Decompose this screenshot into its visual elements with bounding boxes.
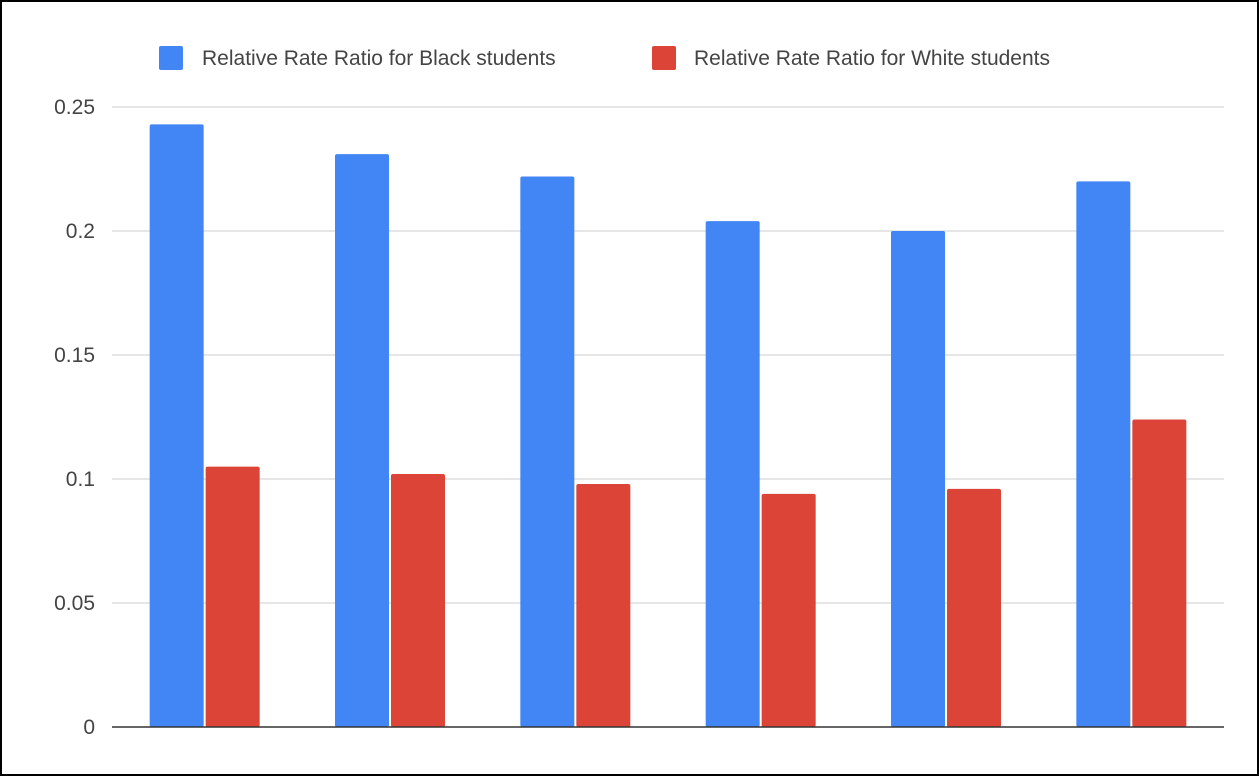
- bar-white-students: [391, 474, 445, 727]
- legend-swatch-white-students: [652, 46, 676, 70]
- bar-black-students: [1076, 181, 1131, 727]
- y-tick-label: 0.2: [66, 220, 95, 243]
- y-tick-label: 0.25: [54, 96, 95, 119]
- bar-black-students: [520, 176, 575, 727]
- gridlines: [112, 106, 1224, 604]
- legend: Relative Rate Ratio for Black students R…: [159, 46, 1050, 70]
- bar-black-students: [705, 221, 760, 727]
- legend-label-black-students: Relative Rate Ratio for Black students: [202, 47, 556, 70]
- bar-black-students: [149, 124, 204, 728]
- bar-black-students: [891, 231, 945, 727]
- y-tick-label: 0: [83, 716, 95, 739]
- bars: [149, 124, 1187, 728]
- y-tick-label: 0.05: [54, 592, 95, 615]
- bar-white-students: [761, 493, 816, 727]
- legend-label-white-students: Relative Rate Ratio for White students: [694, 47, 1050, 70]
- y-tick-label: 0.15: [54, 344, 95, 367]
- y-axis-ticks: 0 0.05 0.1 0.15 0.2 0.25: [54, 96, 95, 739]
- bar-white-students: [1132, 419, 1187, 727]
- bar-white-students: [205, 466, 260, 727]
- legend-swatch-black-students: [159, 46, 183, 70]
- bar-white-students: [947, 488, 1001, 727]
- bar-white-students: [576, 483, 631, 727]
- bar-black-students: [335, 154, 389, 727]
- y-tick-label: 0.1: [66, 468, 95, 491]
